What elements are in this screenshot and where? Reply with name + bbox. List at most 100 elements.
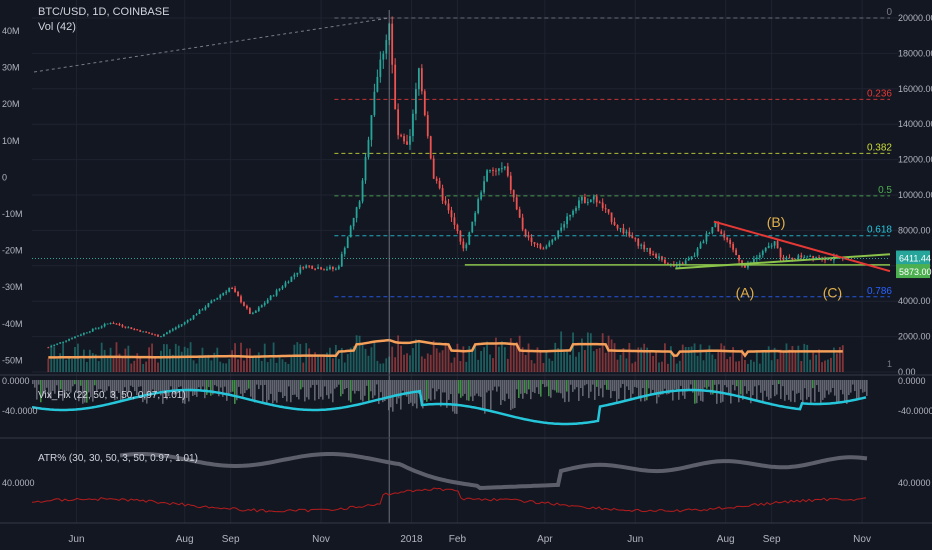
volume-bar [94,354,97,372]
volume-bar [735,361,737,372]
candle-body [539,244,542,249]
volume-bar [97,361,100,372]
candle-body [666,263,669,265]
candle-body [340,254,343,267]
candle-body [266,299,269,303]
vix-bar [350,380,352,403]
candle-body [616,224,619,229]
candle-body [622,228,625,234]
vix-bar [442,380,444,393]
vix-bar [164,380,166,395]
vix-bar [850,380,852,393]
vix-bar [356,380,358,391]
vix-bar [650,380,652,395]
vix-bar [558,380,560,393]
candle-body [589,199,592,202]
vix-bar [406,380,408,397]
volume-bar [444,342,447,372]
vix-bar [248,380,250,389]
vix-bar [360,380,362,400]
volume-bar [545,352,548,372]
current-price-value: 6411.44 [899,254,931,264]
vix-bar [698,380,700,396]
vix-bar [774,380,776,397]
vix-bar [626,380,628,387]
candle-body [74,336,76,339]
vix-bar [488,380,490,391]
candle-body [415,89,417,114]
volume-bar [521,347,524,372]
candle-body [94,328,97,330]
candle-body [450,210,453,218]
candle-body [729,239,732,245]
volume-bar [806,344,809,372]
volume-bar [634,361,637,372]
volume-bar [195,363,198,372]
vix-bar [860,380,862,390]
vix-bar [480,380,482,397]
volume-bar [824,360,826,372]
vix-fix-label[interactable]: Vix_Fix (22, 50, 3, 50, 0.97, 1.01) [38,390,186,401]
candle-body [420,68,423,92]
vix-bar [794,380,796,403]
vix-bar [80,380,82,386]
vix-bar [496,380,498,392]
volume-bar [500,341,503,372]
vix-bar [102,380,104,393]
candle-body [50,346,53,348]
vix-bar [660,380,662,395]
volume-bar [263,343,266,372]
candle-body [204,306,207,310]
candle-body [492,169,494,171]
vix-bar [506,380,508,394]
vix-bar [454,380,456,414]
vix-bar [842,380,844,395]
symbol-title[interactable]: BTC/USD, 1D, COINBASE [38,6,170,18]
candle-body [370,115,373,140]
vix-bar [430,380,432,401]
candle-body [462,241,465,249]
vix-bar [830,380,832,393]
candle-body [542,248,545,250]
volume-bar [376,360,379,372]
volume-bar [699,344,702,372]
vix-bar [676,380,678,392]
time-tick-label: Sep [222,534,240,545]
vix-bar [274,380,276,401]
candle-body [767,245,770,248]
candle-body [619,228,622,230]
vix-bar [572,380,574,392]
candle-body [690,256,693,259]
price-tick-label: 18000.00 [898,48,932,58]
candle-body [800,255,803,258]
candle-body [323,269,325,271]
vix-bar [310,380,312,388]
vix-bar [668,380,670,394]
vix-bar [462,380,464,397]
candle-body [115,323,118,325]
rising-support-line [675,253,891,270]
candle-body [332,266,334,270]
candle-body [797,255,800,260]
candle-body [56,343,59,345]
volume-label[interactable]: Vol (42) [38,21,76,33]
candle-body [148,332,150,334]
candle-body [189,318,192,321]
candle-body [702,241,705,244]
vix-bar [834,380,836,396]
vix-bar [694,380,696,404]
vix-bar [326,380,328,396]
volume-bar [687,346,690,372]
candle-body [358,201,361,208]
vix-bar [482,380,484,409]
vix-bar [704,380,706,388]
candle-body [349,226,352,238]
candle-body [456,224,459,231]
volume-bar [334,344,337,372]
vix-bar [338,380,340,385]
candle-body [675,265,678,267]
volume-bar [664,343,666,372]
atr-label[interactable]: ATR% (30, 30, 50, 3, 50, 0.97, 1.01) [38,453,198,464]
vix-bar [730,380,732,404]
